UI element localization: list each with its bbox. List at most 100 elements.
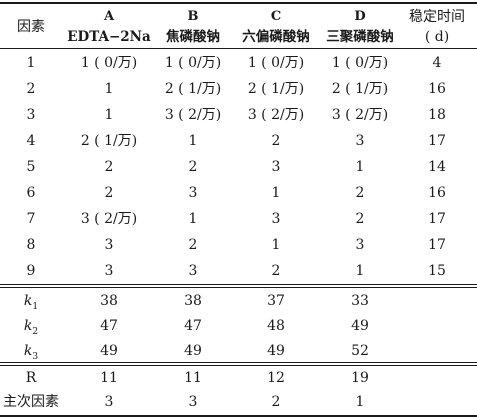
r-row-label: R <box>25 370 37 386</box>
table-cell-d: 1 <box>355 263 365 279</box>
table-row: 6 2 3 1 2 16 <box>0 181 477 205</box>
table-cell-c: 1 <box>271 185 281 201</box>
table-cell-b: 3 <box>188 185 198 201</box>
table-cell-c: 2 <box>271 263 281 279</box>
table-cell-t: 17 <box>428 133 446 149</box>
k-subscript: 1 <box>32 301 39 312</box>
table-cell-d: 1 ( 0/万) <box>331 55 389 71</box>
k-subscript: 3 <box>32 351 39 362</box>
table-cell-a: 1 <box>104 107 114 123</box>
k-symbol: k <box>23 293 33 309</box>
k-row: k3 49 49 49 52 <box>0 339 477 363</box>
table-cell-t: 17 <box>428 211 446 227</box>
k-cell-a: 47 <box>100 318 118 334</box>
table-cell-d: 2 <box>355 185 365 201</box>
table-cell-c: 1 ( 0/万) <box>247 55 305 71</box>
table-cell-a: 3 <box>104 237 114 253</box>
table-cell-no: 1 <box>26 55 36 71</box>
k-cell-a: 49 <box>100 343 118 359</box>
table-row: 5 2 2 3 1 14 <box>0 155 477 179</box>
table-cell-b: 2 <box>188 237 198 253</box>
header-col-b-letter: B <box>187 9 199 24</box>
k-cell-d: 33 <box>351 293 369 309</box>
table-bottom-rule <box>0 415 477 417</box>
table-cell-b: 3 <box>188 263 198 279</box>
k-row-label: k3 <box>0 339 62 363</box>
header-col-c-letter: C <box>270 9 282 24</box>
table-cell-t: 18 <box>428 107 446 123</box>
r-row-d: 19 <box>351 370 369 386</box>
table-cell-t: 17 <box>428 237 446 253</box>
table-cell-no: 5 <box>26 159 36 175</box>
table-row: 7 3 ( 2/万) 1 3 2 17 <box>0 207 477 231</box>
table-cell-b: 2 ( 1/万) <box>164 81 222 97</box>
header-rule <box>0 48 477 49</box>
table-row: 8 3 2 1 3 17 <box>0 233 477 257</box>
table-cell-no: 4 <box>26 133 36 149</box>
k-row: k1 38 38 37 33 <box>0 289 477 313</box>
order-row-c: 2 <box>271 394 281 410</box>
table-cell-d: 2 <box>355 211 365 227</box>
table-cell-no: 3 <box>26 107 36 123</box>
table-row: 3 1 3 ( 2/万) 3 ( 2/万) 3 ( 2/万) 18 <box>0 103 477 127</box>
k-row-label: k1 <box>0 289 62 313</box>
header-col-c-name: 六偏磷酸钠 <box>242 29 310 45</box>
header-col-d-name: 三聚磷酸钠 <box>326 29 394 45</box>
r-section-rule-1 <box>0 362 477 363</box>
table-cell-d: 1 <box>355 159 365 175</box>
table-cell-c: 3 ( 2/万) <box>247 107 305 123</box>
table-cell-a: 2 <box>104 185 114 201</box>
k-symbol: k <box>23 318 33 334</box>
table-cell-b: 1 <box>188 211 198 227</box>
table-cell-no: 2 <box>26 81 36 97</box>
k-cell-d: 52 <box>351 343 369 359</box>
table-row: 9 3 3 2 1 15 <box>0 259 477 283</box>
k-row: k2 47 47 48 49 <box>0 314 477 338</box>
k-cell-b: 47 <box>184 318 202 334</box>
table-cell-t: 4 <box>432 55 442 71</box>
order-row-b: 3 <box>188 394 198 410</box>
table-row: 2 1 2 ( 1/万) 2 ( 1/万) 2 ( 1/万) 16 <box>0 77 477 101</box>
table-cell-d: 3 <box>355 237 365 253</box>
table-cell-d: 2 ( 1/万) <box>331 81 389 97</box>
header-col-b-name: 焦磷酸钠 <box>166 29 220 45</box>
table-cell-t: 16 <box>428 81 446 97</box>
table-cell-no: 9 <box>26 263 36 279</box>
k-cell-c: 37 <box>267 293 285 309</box>
table-cell-a: 3 <box>104 263 114 279</box>
header-col-d-letter: D <box>354 9 366 24</box>
table-cell-no: 7 <box>26 211 36 227</box>
table-cell-d: 3 <box>355 133 365 149</box>
order-row-a: 3 <box>104 394 114 410</box>
table-cell-c: 2 <box>271 133 281 149</box>
header-col-a-name: EDTA−2Na <box>67 29 151 45</box>
r-row-a: 11 <box>100 370 118 386</box>
table-cell-a: 1 <box>104 81 114 97</box>
k-row-label: k2 <box>0 314 62 338</box>
table-cell-b: 2 <box>188 159 198 175</box>
k-cell-c: 48 <box>267 318 285 334</box>
table-cell-a: 2 <box>104 159 114 175</box>
header-factor-label: 因素 <box>17 19 45 35</box>
table-row: 4 2 ( 1/万) 1 2 3 17 <box>0 129 477 153</box>
k-cell-b: 49 <box>184 343 202 359</box>
table-cell-t: 14 <box>428 159 446 175</box>
header-col-a-letter: A <box>103 9 115 24</box>
table-row: 1 1 ( 0/万) 1 ( 0/万) 1 ( 0/万) 1 ( 0/万) 4 <box>0 51 477 75</box>
k-section-rule-1 <box>0 284 477 285</box>
table-top-rule <box>0 2 477 4</box>
r-row: R 11 11 12 19 <box>0 366 477 390</box>
order-row-label: 主次因素 <box>3 394 59 410</box>
table-cell-d: 3 ( 2/万) <box>331 107 389 123</box>
table-cell-no: 8 <box>26 237 36 253</box>
table-cell-t: 16 <box>428 185 446 201</box>
table-cell-a: 1 ( 0/万) <box>80 55 138 71</box>
table-cell-b: 3 ( 2/万) <box>164 107 222 123</box>
table-header: 因素 A B C D 稳定时间 EDTA−2Na 焦磷酸钠 六偏磷酸钠 三聚磷酸… <box>0 7 477 45</box>
order-row: 主次因素 3 3 2 1 <box>0 390 477 414</box>
r-section-rule-2 <box>0 365 477 366</box>
k-symbol: k <box>23 343 33 359</box>
table-cell-b: 1 <box>188 133 198 149</box>
table-cell-c: 3 <box>271 211 281 227</box>
header-stable-time-unit: ( d) <box>424 29 450 45</box>
